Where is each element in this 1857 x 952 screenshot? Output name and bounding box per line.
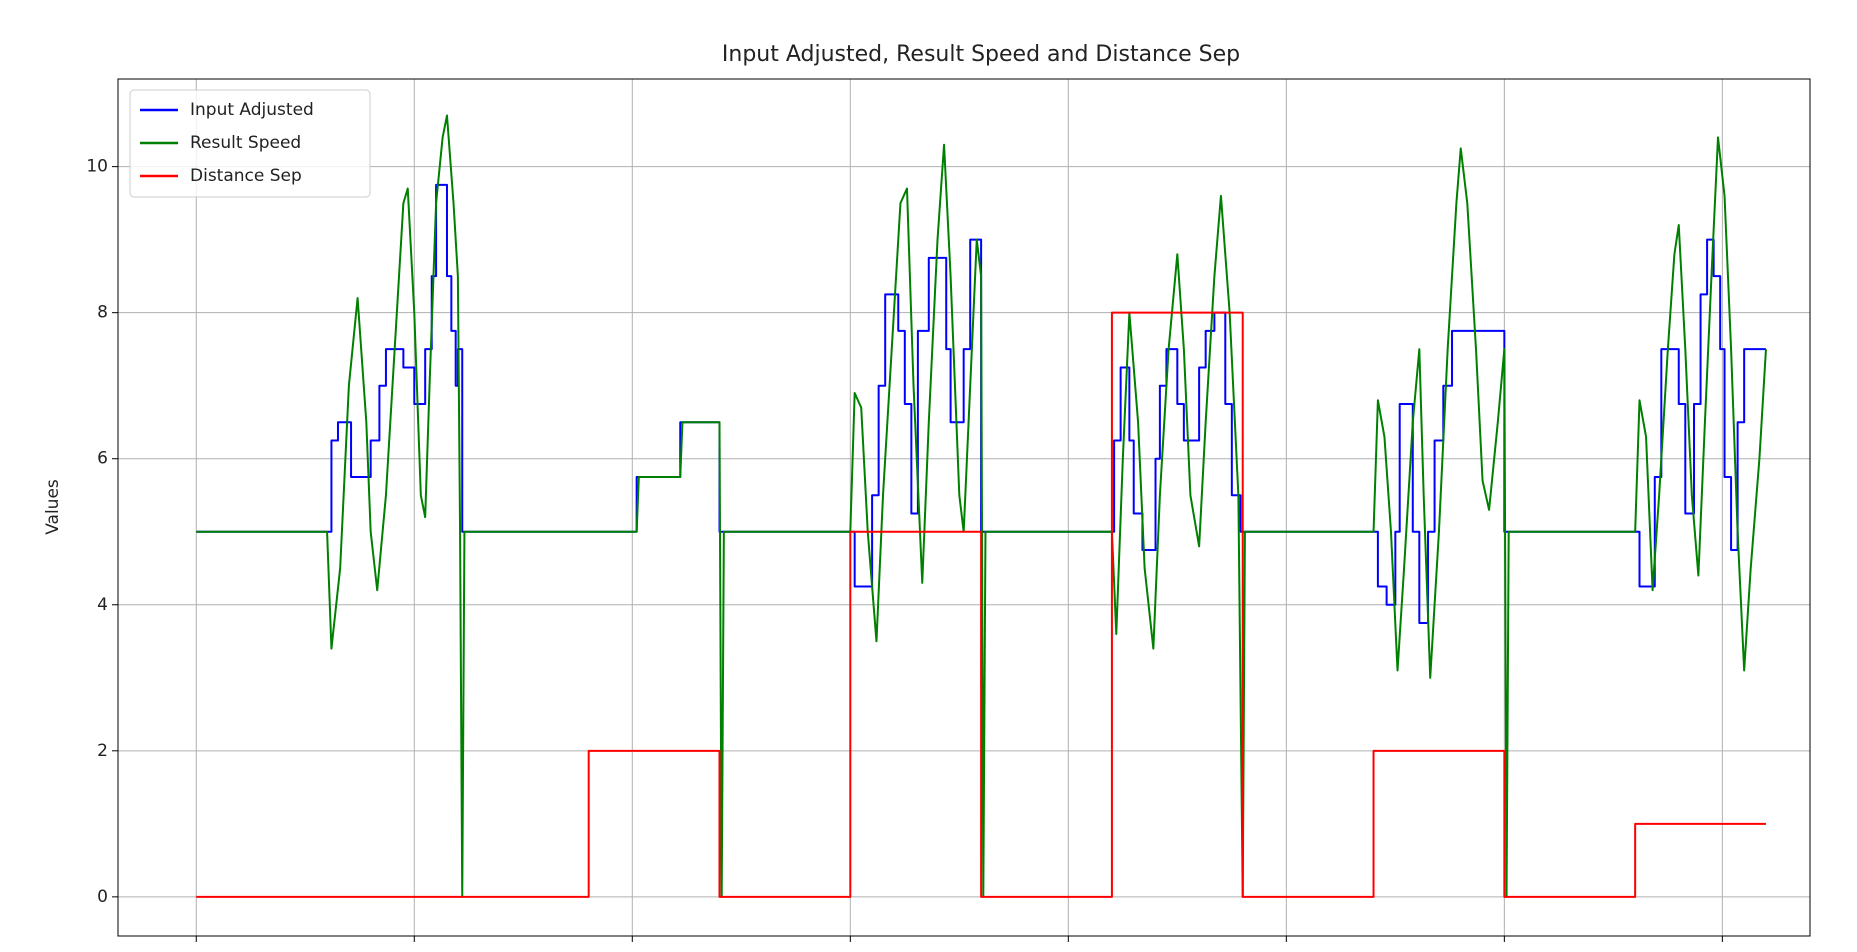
series-line — [196, 114, 1767, 898]
legend-label: Result Speed — [190, 133, 301, 153]
legend-label: Distance Sep — [190, 166, 302, 186]
y-tick-label: 0 — [97, 887, 108, 907]
y-tick-label: 4 — [97, 595, 108, 615]
y-tick-label: 8 — [97, 303, 108, 323]
series-line — [196, 183, 1766, 625]
y-tick-label: 10 — [86, 157, 108, 177]
plot-frame — [117, 78, 1811, 937]
y-axis-label: Values — [43, 479, 63, 535]
legend: Input Adjusted Result Speed Distance Sep — [129, 89, 371, 198]
legend-label: Input Adjusted — [190, 100, 314, 120]
y-tick-label: 2 — [97, 741, 108, 761]
legend-box — [129, 89, 371, 198]
series-line — [196, 311, 1766, 898]
chart-title: Input Adjusted, Result Speed and Distanc… — [722, 42, 1240, 67]
y-tick-label: 6 — [97, 449, 108, 469]
